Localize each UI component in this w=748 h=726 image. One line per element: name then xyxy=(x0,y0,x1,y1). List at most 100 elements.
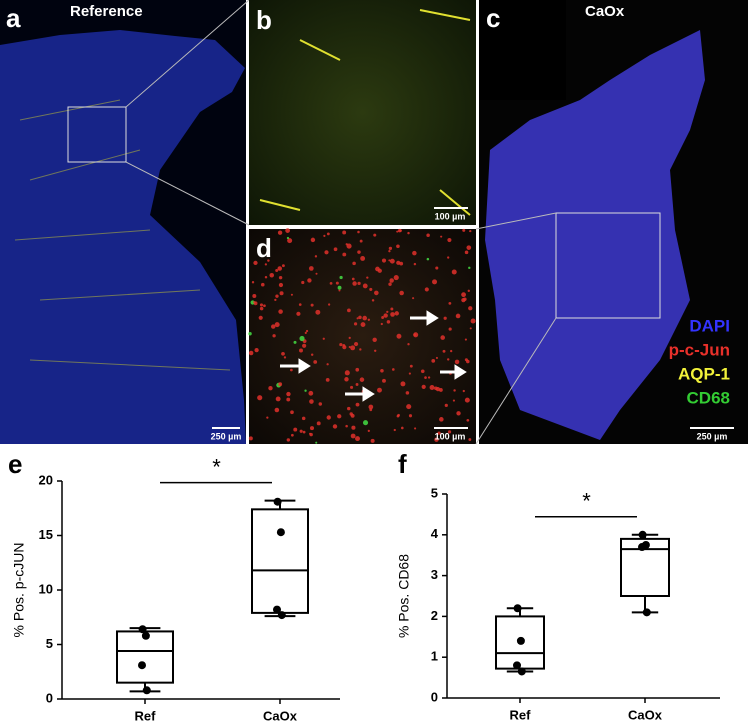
scale-bar-label: 250 µm xyxy=(211,431,242,441)
cell xyxy=(388,246,393,251)
cell xyxy=(389,278,394,283)
cell xyxy=(426,233,430,237)
cell xyxy=(468,306,473,311)
cell xyxy=(304,389,307,392)
cell xyxy=(307,278,312,283)
cell xyxy=(393,428,396,432)
cell xyxy=(332,424,338,429)
cell xyxy=(248,332,252,336)
panel-label: d xyxy=(256,233,272,263)
cell xyxy=(278,382,283,387)
cell xyxy=(421,384,426,389)
cell xyxy=(293,427,298,432)
cell xyxy=(407,231,410,235)
cell xyxy=(409,364,413,368)
cell xyxy=(369,408,373,412)
data-point xyxy=(638,543,646,552)
data-point xyxy=(513,661,521,670)
cell xyxy=(352,261,356,266)
cell xyxy=(358,315,362,320)
cell xyxy=(310,353,314,356)
cell xyxy=(344,370,350,376)
zoom-line xyxy=(125,0,250,108)
cell xyxy=(299,335,305,342)
y-axis-label: % Pos. p-cJUN xyxy=(11,543,27,638)
cell xyxy=(377,387,382,393)
cell xyxy=(406,404,412,410)
cell xyxy=(380,368,384,373)
panel-title: Reference xyxy=(70,3,143,20)
cell xyxy=(381,258,387,263)
data-point xyxy=(138,661,146,670)
cell xyxy=(397,228,402,233)
cell xyxy=(279,291,284,296)
cell xyxy=(291,433,294,437)
cell xyxy=(396,260,401,265)
cell xyxy=(248,350,254,356)
cell xyxy=(440,235,443,238)
y-tick-label: 5 xyxy=(46,636,53,651)
cell xyxy=(278,275,283,280)
cell xyxy=(299,348,303,353)
cell xyxy=(386,320,391,324)
stain-legend-entry: CD68 xyxy=(687,388,730,407)
cell xyxy=(369,287,373,291)
cell xyxy=(353,341,359,347)
cell xyxy=(318,402,323,406)
cell xyxy=(324,250,329,255)
cell xyxy=(466,418,470,422)
cell xyxy=(431,358,436,363)
cell xyxy=(374,290,379,296)
cell xyxy=(259,306,264,311)
cell xyxy=(264,263,268,266)
cell xyxy=(286,236,290,240)
scale-bar-label: 100 µm xyxy=(435,211,466,221)
cell xyxy=(337,414,342,419)
cell xyxy=(263,304,266,308)
cell xyxy=(420,369,425,374)
cell xyxy=(456,411,461,416)
cell xyxy=(278,309,283,314)
cell xyxy=(274,407,280,413)
cell xyxy=(281,351,285,356)
y-tick-label: 4 xyxy=(431,526,439,541)
cell xyxy=(447,237,452,243)
cell xyxy=(362,283,368,289)
panel-title: CaOx xyxy=(585,3,625,20)
cell xyxy=(286,391,291,397)
data-point xyxy=(273,497,282,506)
cell xyxy=(435,387,441,392)
cell xyxy=(272,334,276,338)
cell xyxy=(359,239,363,243)
cell xyxy=(461,298,466,303)
cell xyxy=(469,229,472,233)
cell xyxy=(454,359,460,365)
cell xyxy=(367,429,370,433)
cell xyxy=(427,376,431,379)
cell xyxy=(437,431,441,435)
cell xyxy=(466,245,472,250)
cell xyxy=(424,376,427,379)
arrows xyxy=(280,310,467,402)
cell xyxy=(274,298,277,302)
cell xyxy=(286,438,291,442)
cell xyxy=(290,410,294,415)
cell xyxy=(469,327,472,330)
cell xyxy=(293,340,297,344)
cell xyxy=(381,316,385,319)
cell xyxy=(338,289,341,292)
stain-legend-entry: p-c-Jun xyxy=(669,340,730,359)
cell xyxy=(386,310,389,313)
y-tick-label: 0 xyxy=(431,689,438,704)
cell xyxy=(315,309,321,315)
cell xyxy=(367,318,371,321)
cell xyxy=(309,432,313,437)
data-point xyxy=(517,667,526,676)
cell xyxy=(313,360,318,364)
data-point xyxy=(142,686,151,695)
tissue xyxy=(0,30,246,444)
cell xyxy=(366,276,369,279)
cell xyxy=(310,303,314,307)
y-tick-label: 10 xyxy=(39,581,53,596)
cell xyxy=(372,337,377,343)
